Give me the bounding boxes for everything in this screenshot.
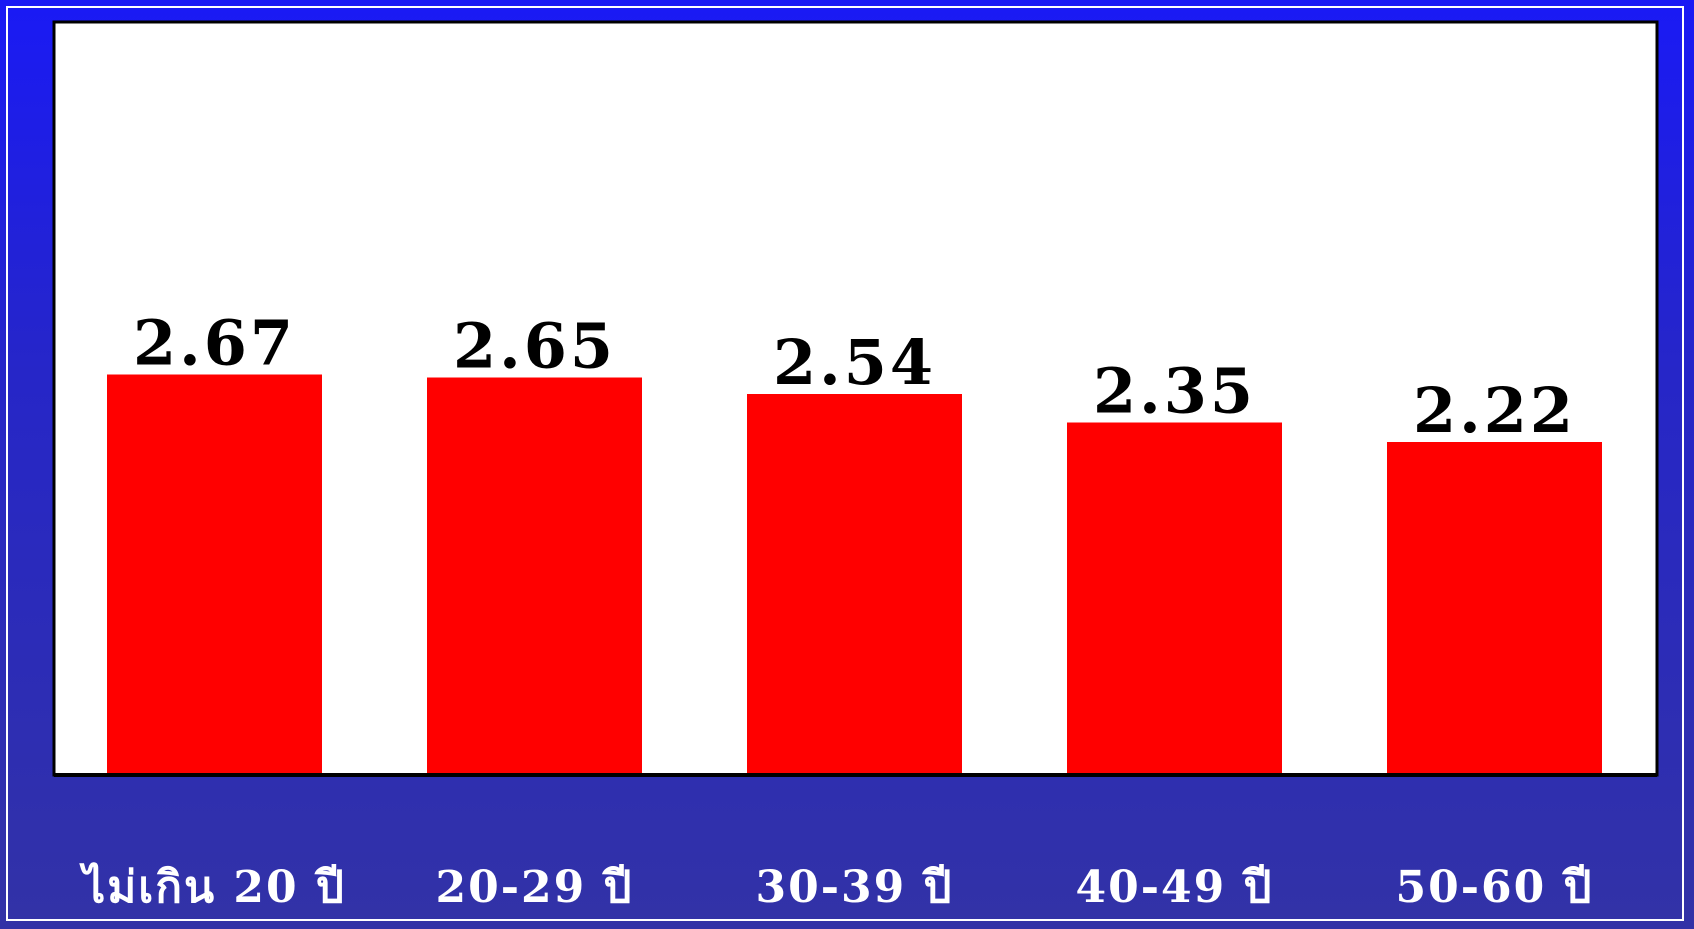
bar-5 bbox=[1387, 442, 1602, 775]
bar-3 bbox=[747, 394, 962, 775]
category-label-1: ไม่เกิน 20 ปี bbox=[79, 861, 346, 913]
bar-value-label-3: 2.54 bbox=[773, 326, 936, 399]
category-label-3: 30-39 ปี bbox=[756, 862, 954, 913]
bar-value-label-4: 2.35 bbox=[1093, 355, 1256, 428]
category-labels: ไม่เกิน 20 ปี 20-29 ปี 30-39 ปี 40-49 ปี 50-… bbox=[79, 861, 1594, 913]
bar-value-label-1: 2.67 bbox=[133, 307, 296, 380]
bars bbox=[107, 374, 1602, 775]
category-label-4: 40-49 ปี bbox=[1076, 862, 1274, 913]
category-label-5: 50-60 ปี bbox=[1396, 862, 1594, 913]
bar-1 bbox=[107, 374, 322, 775]
bar-value-label-2: 2.65 bbox=[453, 310, 616, 383]
category-label-2: 20-29 ปี bbox=[436, 862, 634, 913]
bar-value-label-5: 2.22 bbox=[1413, 374, 1576, 447]
value-labels: 2.67 2.65 2.54 2.35 2.22 bbox=[133, 307, 1576, 448]
slide-frame bbox=[6, 6, 1684, 921]
bar-4 bbox=[1067, 422, 1282, 775]
bar-2 bbox=[427, 377, 642, 775]
